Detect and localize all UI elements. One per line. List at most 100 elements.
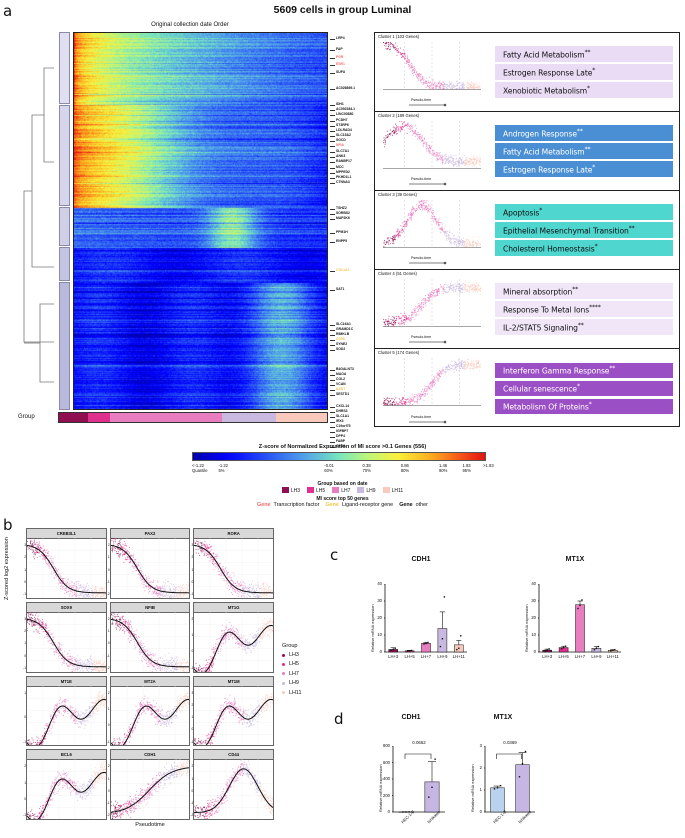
- enriched-term[interactable]: Fatty Acid Metabolism**: [495, 46, 673, 62]
- chart-plot-area: [536, 583, 622, 659]
- facet-title: BCL6: [27, 750, 106, 761]
- gene-tick: [330, 136, 335, 137]
- enriched-term[interactable]: Xenobiotic Metabolism*: [495, 82, 673, 98]
- enriched-term[interactable]: Cholesterol Homeostasis*: [495, 240, 673, 256]
- gene-label: DHRS3: [336, 409, 348, 414]
- gene-tick: [330, 209, 335, 210]
- gene-label: ANK3: [336, 154, 346, 159]
- gene-label: PKHD1L1: [336, 175, 352, 180]
- gene-label: COL1A2: [336, 268, 350, 273]
- facet-ytick: 0: [191, 727, 194, 732]
- gene-tick: [330, 233, 335, 234]
- enriched-terms-list: Fatty Acid Metabolism** Estrogen Response…: [493, 33, 679, 111]
- facet-bcl6: BCL6 2 1 0 -1: [23, 749, 107, 820]
- facet-ytick: -1: [190, 739, 194, 744]
- panel-b-legend-title: Group: [282, 643, 298, 649]
- gene-tick: [330, 390, 335, 391]
- enriched-term[interactable]: IL-2/STAT5 Signaling**: [495, 319, 673, 335]
- gene-tick: [330, 173, 335, 174]
- gene-label: COL2: [336, 377, 346, 382]
- gene-label: SORBS2: [336, 211, 350, 216]
- gene-tick: [330, 325, 335, 326]
- pseudotime-arrow-icon: [409, 103, 449, 107]
- gene-tick: [330, 427, 335, 428]
- row-cluster-block: [59, 282, 70, 410]
- colorbar-tick-value: 1.93: [462, 463, 471, 468]
- gene-label: PPM1H: [336, 230, 348, 235]
- colorbar-ticks: <-1.22 Quantile -1.22 5% -0.01 60% 0.38 70% 0.86…: [150, 463, 550, 479]
- enriched-term[interactable]: Cellular senescence*: [495, 380, 673, 397]
- facet-mt1g: MT1G 2 1 0 -1: [190, 601, 274, 673]
- chart-title: MT1X: [565, 556, 585, 563]
- enriched-term[interactable]: Androgen Response**: [495, 125, 673, 141]
- group-annotation-bar: [58, 412, 328, 423]
- enriched-term[interactable]: Fatty Acid Metabolism**: [495, 143, 673, 159]
- row-cluster-blocks: [58, 32, 72, 410]
- gene-tick: [330, 214, 335, 215]
- facet-yaxis: 2 1 0 -1: [102, 686, 111, 747]
- gene-label: FAP: [336, 47, 343, 52]
- facet-ytick: 1: [24, 780, 26, 785]
- facet-yaxis: 1 0 -1: [18, 686, 27, 747]
- facet-ytick: 1: [191, 715, 194, 719]
- panel-b-legend: Group LH3 LH5 LH7 LH9 LH11: [282, 643, 302, 699]
- enriched-term[interactable]: Estrogen Response Late*: [495, 64, 673, 80]
- cluster-header: Cluster 3 (39 Genes): [378, 192, 417, 197]
- colorbar-tick-quantile: 5%: [218, 468, 225, 473]
- chart-plot-area: [482, 745, 536, 819]
- facet-plot: [110, 611, 190, 672]
- facet-ytick: 2: [191, 764, 194, 769]
- facet-title: CDH1: [110, 750, 190, 761]
- gene-label: MAP2K6: [336, 216, 350, 221]
- legend-swatch: [332, 487, 340, 493]
- group-segment-lh3: [59, 413, 89, 422]
- legend-dot: [282, 662, 285, 666]
- cluster-pseudotime-plot: Pseudo-time: [375, 191, 493, 269]
- gene-label: FABP: [336, 439, 346, 444]
- facet-plot: [110, 685, 190, 746]
- facet-title: CD44: [194, 750, 273, 761]
- facet-ytick: 1: [107, 776, 110, 781]
- mi-legend-item: Gene Ligand-receptor gene: [325, 502, 393, 508]
- gene-tick: [330, 39, 335, 40]
- panel-b-legend-item: LH5: [282, 661, 302, 667]
- p-value-label: 0.0652: [412, 740, 426, 745]
- facet-ytick: 3: [191, 543, 194, 547]
- gene-tick: [330, 271, 335, 272]
- facet-yaxis: 3 2 1 0 -1: [185, 538, 194, 599]
- enriched-term[interactable]: Epithelial Mesenchymal Transition**: [495, 222, 673, 238]
- gene-tick: [330, 242, 335, 243]
- gene-label: AC026869.1: [336, 86, 356, 91]
- facet-plot: [27, 611, 106, 672]
- chart-ytick: 20: [377, 615, 382, 620]
- facet-ytick: 2: [191, 555, 194, 560]
- group-segment-lh11: [276, 413, 327, 422]
- facet-ytick: 0: [107, 788, 110, 793]
- enriched-term[interactable]: Estrogen Response Late*: [495, 161, 673, 177]
- chart-ytick: 0: [387, 809, 390, 814]
- gene-label: PGR: [336, 55, 344, 60]
- chart-xtick: LH+3: [388, 654, 399, 659]
- bar-chart-cdh1: CDH1 Relative mRNA expression 0 10 20 30 40 LH+…: [346, 556, 496, 671]
- gene-label: LINC00880: [336, 112, 354, 117]
- facet-ytick: 2: [24, 764, 26, 769]
- enriched-terms-list: Interferon Gamma Response** Cellular sene…: [493, 349, 679, 428]
- enriched-terms-list: Mineral absorption** Response To Metal Io…: [493, 270, 679, 348]
- gene-label: SUFU: [336, 70, 346, 75]
- enriched-term[interactable]: Metabolism Of Proteins*: [495, 398, 673, 415]
- gene-tick: [330, 345, 335, 346]
- p-value-label: 0.0369: [503, 740, 517, 745]
- chart-ytick: 1: [479, 787, 482, 792]
- enriched-term[interactable]: Apoptosis*: [495, 204, 673, 220]
- legend-label: LH9: [289, 680, 299, 687]
- enriched-term[interactable]: Interferon Gamma Response**: [495, 362, 673, 379]
- facet-title: MT1G: [194, 602, 273, 613]
- facet-ytick: -2: [106, 592, 110, 596]
- mi-legend-key: Gene: [257, 502, 271, 508]
- enriched-term[interactable]: Response To Metal Ions****: [495, 301, 673, 317]
- facet-plot: [194, 538, 273, 598]
- facet-mt2a: MT2A 2 1 0 -1: [107, 675, 191, 747]
- facet-ytick: 2: [191, 616, 194, 621]
- row-cluster-block: [59, 32, 70, 104]
- enriched-term[interactable]: Mineral absorption**: [495, 283, 673, 299]
